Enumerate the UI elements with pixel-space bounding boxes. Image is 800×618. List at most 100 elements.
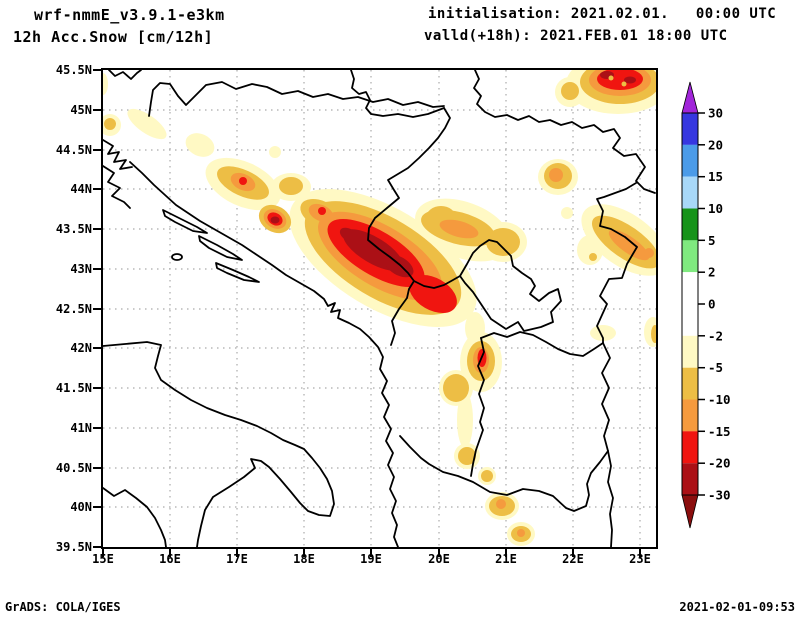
- colorbar-label: -20: [708, 456, 731, 471]
- y-tick-mark: [93, 109, 101, 111]
- x-tick-label: 15E: [92, 552, 114, 566]
- y-tick-label: 40N: [70, 500, 92, 514]
- border-danube: [473, 70, 656, 194]
- colorbar-label: -2: [708, 328, 723, 343]
- field-title: 12h Acc.Snow [cm/12h]: [13, 28, 214, 46]
- x-tick-mark: [236, 549, 238, 557]
- y-tick-label: 45N: [70, 103, 92, 117]
- colorbar-segment: [682, 399, 698, 432]
- coastlines-borders: [103, 70, 656, 547]
- y-tick-mark: [93, 188, 101, 190]
- coast-italy: [103, 341, 335, 547]
- colorbar-segment: [682, 208, 698, 241]
- y-tick-mark: [93, 308, 101, 310]
- x-tick-mark: [102, 549, 104, 557]
- colorbar-label: 30: [708, 106, 723, 121]
- x-tick-label: 22E: [562, 552, 584, 566]
- colorbar-segment: [682, 431, 698, 464]
- y-tick-mark: [93, 149, 101, 151]
- border-croatia-north: [148, 81, 445, 117]
- y-tick-mark: [93, 506, 101, 508]
- colorbar-label: 5: [708, 233, 716, 248]
- colorbar-segment: [682, 304, 698, 336]
- x-tick-label: 21E: [495, 552, 517, 566]
- colorbar-label: 15: [708, 169, 723, 184]
- coast-archipelago-2: [103, 165, 131, 209]
- y-tick-mark: [93, 546, 101, 548]
- colorbar-label: -30: [708, 488, 731, 503]
- border-drina-montenegro: [367, 107, 451, 346]
- x-tick-label: 17E: [226, 552, 248, 566]
- snow-shading-gold-specks: [608, 75, 627, 87]
- y-tick-label: 43.5N: [55, 222, 92, 236]
- y-tick-label: 39.5N: [55, 540, 92, 554]
- colorbar-label: 2: [708, 265, 716, 280]
- border-macedonia-east: [601, 342, 611, 452]
- colorbar-label: 0: [708, 297, 716, 312]
- coast-archipelago-1: [103, 139, 133, 170]
- colorbar: 30 20 15 10 5 2 0 -2 -5 -10 -15 -20 -30: [681, 81, 731, 529]
- x-tick-label: 18E: [293, 552, 315, 566]
- x-tick-label: 16E: [159, 552, 181, 566]
- border-greece-bulgaria: [607, 450, 614, 547]
- colorbar-segment: [682, 335, 698, 368]
- coast-island: [171, 253, 183, 261]
- x-tick-mark: [303, 549, 305, 557]
- x-tick-mark: [639, 549, 641, 557]
- border-kosovo: [459, 239, 562, 332]
- colorbar-segment: [682, 240, 698, 273]
- map-plot: [103, 70, 656, 547]
- colorbar-segment: [682, 463, 698, 495]
- y-tick-mark: [93, 228, 101, 230]
- y-tick-label: 42N: [70, 341, 92, 355]
- colorbar-segment: [682, 367, 698, 400]
- border-macedonia-north: [480, 331, 604, 357]
- border-greece-north: [399, 435, 609, 512]
- colorbar-label: -15: [708, 424, 731, 439]
- y-tick-label: 45.5N: [55, 63, 92, 77]
- y-tick-label: 41N: [70, 421, 92, 435]
- border-albania-macedonia: [470, 337, 485, 477]
- y-tick-label: 41.5N: [55, 381, 92, 395]
- colorbar-arrow-bottom: [681, 494, 699, 529]
- y-tick-mark: [93, 347, 101, 349]
- x-tick-label: 19E: [360, 552, 382, 566]
- colorbar-label: 10: [708, 201, 723, 216]
- y-tick-mark: [93, 467, 101, 469]
- colorbar-segment: [682, 113, 698, 145]
- colorbar-segment: [682, 144, 698, 177]
- coast-topleft-fragment: [108, 70, 142, 80]
- coast-calabria: [103, 487, 167, 547]
- x-tick-mark: [505, 549, 507, 557]
- y-tick-label: 43N: [70, 262, 92, 276]
- y-tick-mark: [93, 387, 101, 389]
- border-sava: [350, 70, 445, 118]
- coast-island: [198, 235, 243, 261]
- map-frame: [101, 68, 658, 549]
- y-tick-mark: [93, 69, 101, 71]
- valid-time: valld(+18h): 2021.FEB.01 18:00 UTC: [424, 28, 728, 44]
- colorbar-segment: [682, 176, 698, 209]
- coast-island: [215, 262, 260, 283]
- y-tick-label: 44.5N: [55, 143, 92, 157]
- border-serbia-bulgaria: [596, 182, 638, 344]
- x-tick-mark: [572, 549, 574, 557]
- colorbar-arrow-top: [681, 81, 699, 114]
- colorbar-segment: [682, 272, 698, 305]
- snow-shading: [103, 70, 656, 546]
- initialisation-time: initialisation: 2021.02.01. 00:00 UTC: [428, 6, 777, 22]
- x-tick-label: 23E: [629, 552, 651, 566]
- y-tick-label: 44N: [70, 182, 92, 196]
- y-tick-label: 42.5N: [55, 302, 92, 316]
- y-tick-label: 40.5N: [55, 461, 92, 475]
- y-tick-mark: [93, 268, 101, 270]
- coast-adriatic-east: [129, 161, 399, 547]
- model-title: wrf-nmmE_v3.9.1-e3km: [34, 6, 225, 24]
- creation-timestamp: 2021-02-01-09:53: [679, 600, 795, 614]
- x-tick-label: 20E: [428, 552, 450, 566]
- colorbar-label: -10: [708, 392, 731, 407]
- border-serbia-hook: [413, 275, 461, 289]
- coast-island: [162, 209, 208, 234]
- snow-shading-cream: [103, 70, 656, 546]
- grads-credit: GrADS: COLA/IGES: [5, 600, 121, 614]
